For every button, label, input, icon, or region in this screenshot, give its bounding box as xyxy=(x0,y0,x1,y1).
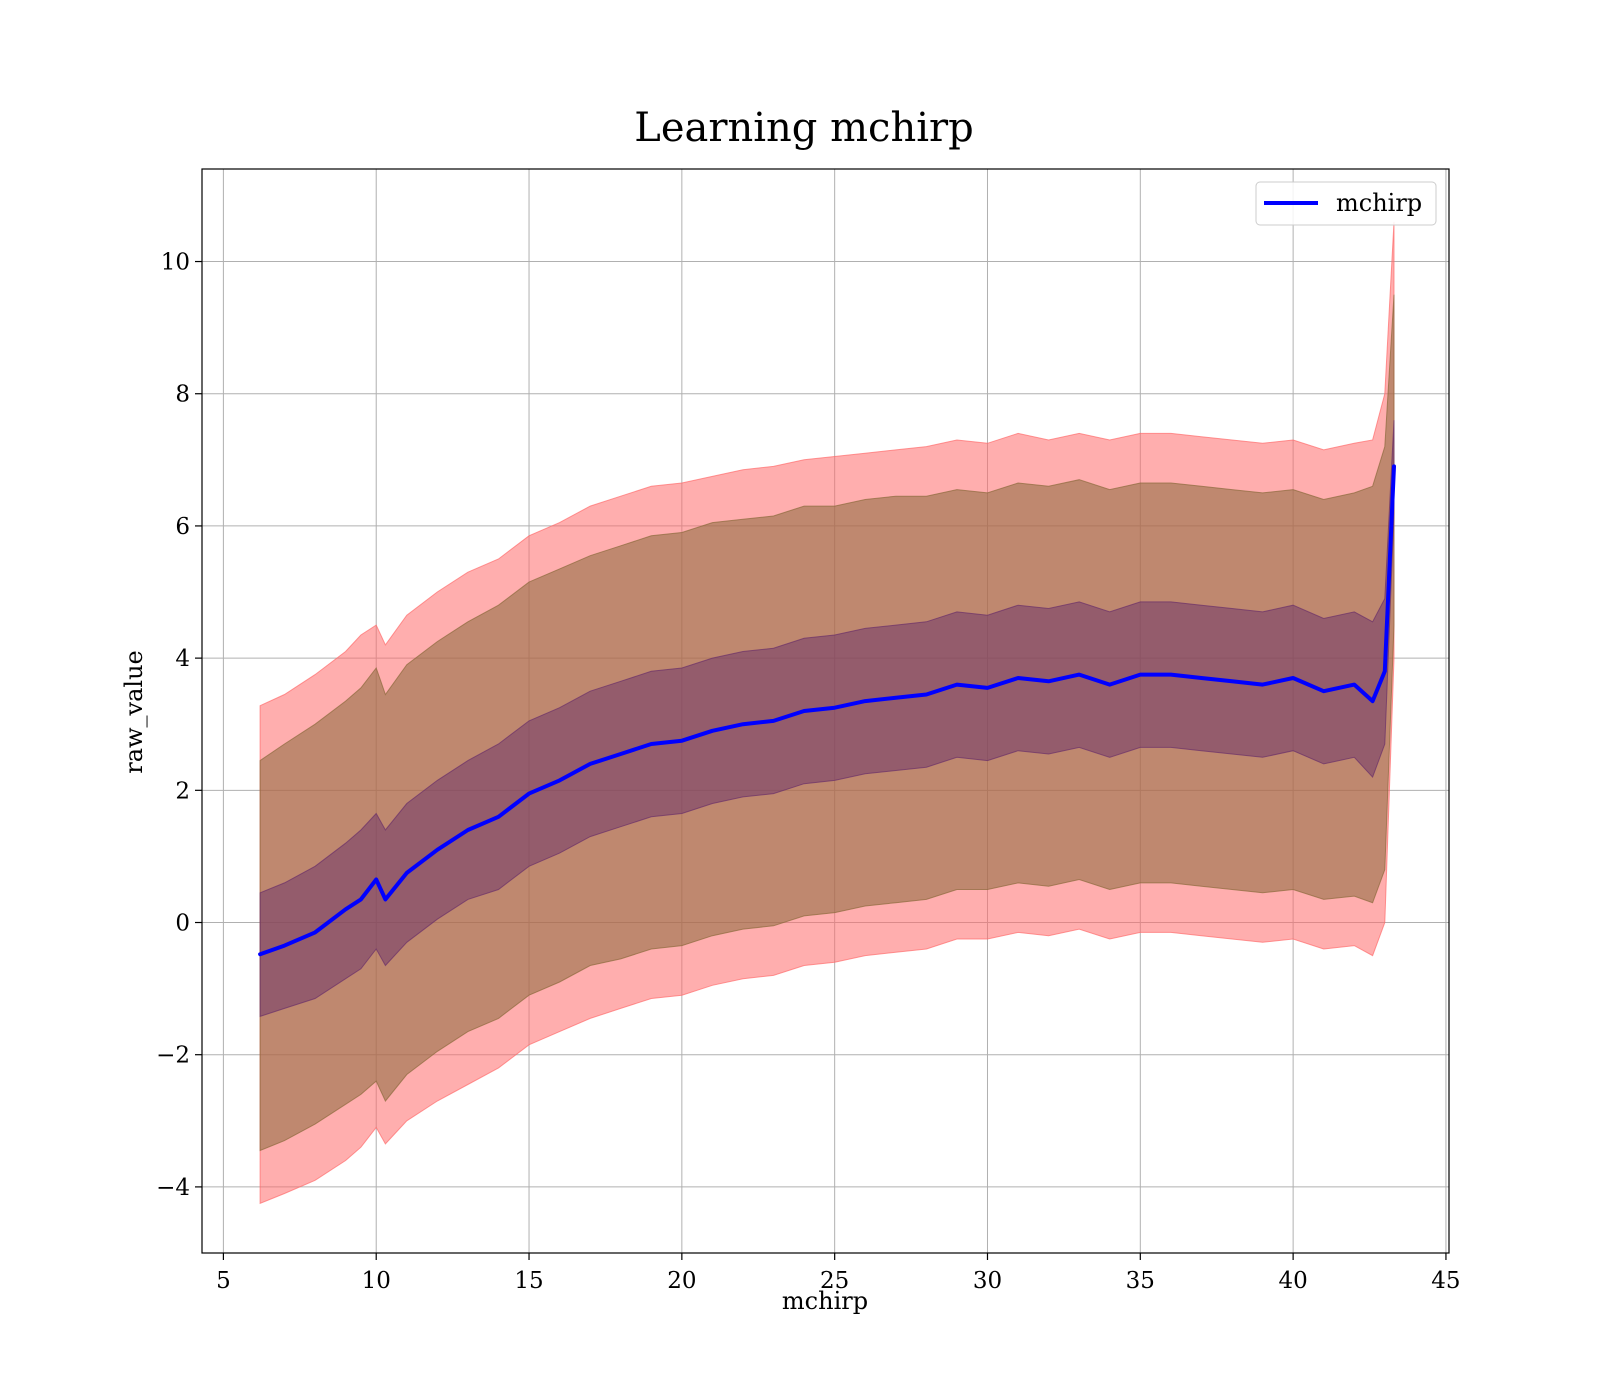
band-1-sigma xyxy=(259,420,1395,1018)
x-tick-label: 45 xyxy=(1431,1268,1460,1294)
legend-box xyxy=(1255,181,1437,226)
y-tick-label: 10 xyxy=(161,250,190,276)
mean-line-layer xyxy=(258,464,1396,957)
y-tick-label: −2 xyxy=(156,1043,190,1069)
mean-line-mchirp xyxy=(258,464,1396,957)
y-tick-label: 8 xyxy=(175,382,190,408)
x-tick-label: 40 xyxy=(1278,1268,1307,1294)
x-tick-label: 15 xyxy=(514,1268,543,1294)
y-tick-label: 2 xyxy=(175,778,190,804)
x-axis-label: mchirp xyxy=(782,1287,868,1315)
x-tick-label: 20 xyxy=(667,1268,696,1294)
y-axis-ticks: −4 −2 0 2 4 6 8 10 xyxy=(156,250,202,1201)
x-tick-label: 5 xyxy=(216,1268,231,1294)
x-axis-ticks: 5 10 15 20 25 30 35 40 45 xyxy=(216,1253,1461,1294)
y-axis-label: raw_value xyxy=(120,650,148,774)
legend: mchirp xyxy=(1255,181,1437,226)
x-tick-label: 35 xyxy=(1126,1268,1155,1294)
plot-frame xyxy=(201,168,1450,1254)
x-tick-label: 30 xyxy=(973,1268,1002,1294)
x-tick-label: 25 xyxy=(820,1268,849,1294)
y-tick-label: 4 xyxy=(175,646,190,672)
confidence-bands xyxy=(259,221,1395,1205)
y-tick-label: 0 xyxy=(175,911,190,937)
chart-title: Learning mchirp xyxy=(634,105,973,151)
x-tick-label: 10 xyxy=(362,1268,391,1294)
y-tick-label: −4 xyxy=(156,1175,190,1201)
y-tick-label: 6 xyxy=(175,514,190,540)
legend-label: mchirp xyxy=(1336,189,1422,217)
